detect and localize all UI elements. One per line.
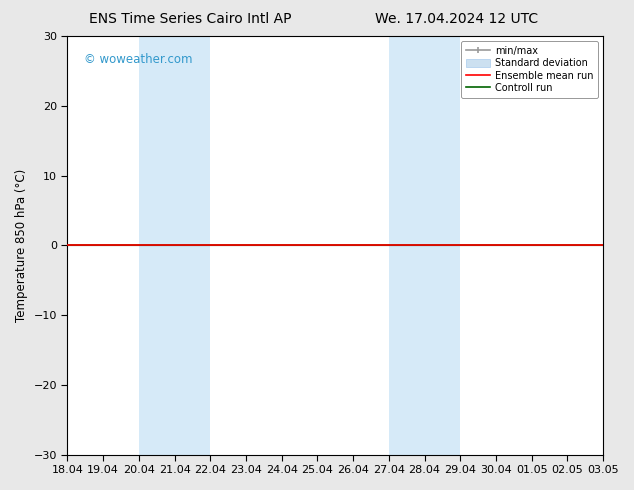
Text: ENS Time Series Cairo Intl AP: ENS Time Series Cairo Intl AP (89, 12, 292, 26)
Y-axis label: Temperature 850 hPa (°C): Temperature 850 hPa (°C) (15, 169, 28, 322)
Bar (389, 36, 460, 455)
Text: We. 17.04.2024 12 UTC: We. 17.04.2024 12 UTC (375, 12, 538, 26)
Legend: min/max, Standard deviation, Ensemble mean run, Controll run: min/max, Standard deviation, Ensemble me… (461, 41, 598, 98)
Bar (139, 36, 210, 455)
Text: © woweather.com: © woweather.com (84, 53, 192, 66)
